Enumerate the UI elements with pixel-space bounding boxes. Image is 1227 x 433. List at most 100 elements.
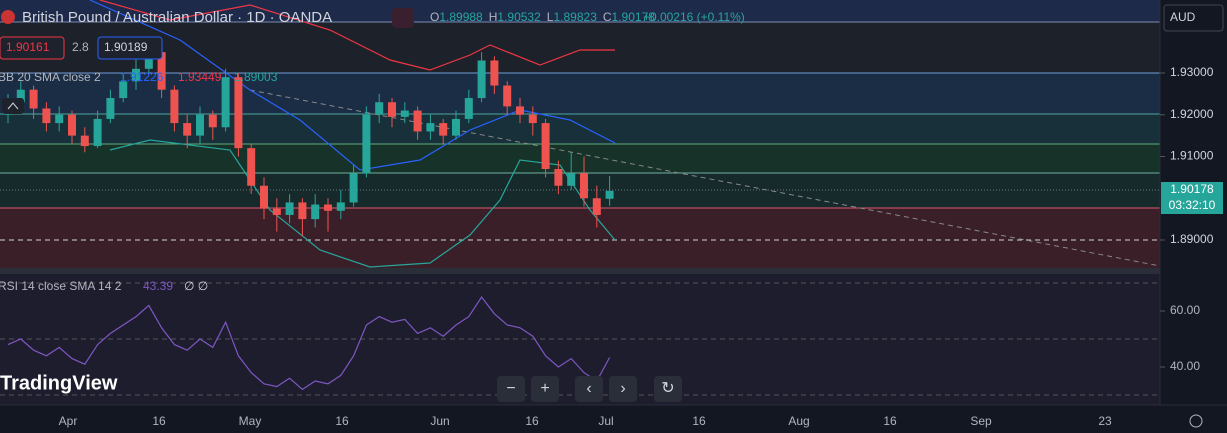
svg-text:↻: ↻	[661, 380, 674, 397]
candle-body	[426, 123, 435, 132]
ohlc-label: C	[603, 10, 612, 24]
date-label: 16	[335, 414, 349, 428]
date-label: Apr	[59, 414, 78, 428]
date-label: Aug	[788, 414, 809, 428]
date-label: Sep	[970, 414, 992, 428]
svg-text:›: ›	[620, 380, 625, 397]
candle-body	[132, 68, 140, 82]
candle-body	[16, 89, 25, 103]
candle-body	[106, 98, 115, 119]
candle-body	[196, 114, 204, 136]
bb-basis: 1.91226	[120, 70, 164, 84]
candle-body	[503, 85, 512, 107]
candles	[4, 39, 614, 236]
spread: 2.8	[72, 40, 89, 54]
candle-body	[260, 185, 268, 209]
candle-body	[413, 110, 422, 132]
candle-body	[464, 98, 473, 119]
bb-label: BB 20 SMA close 2	[0, 70, 101, 84]
candle-body	[490, 60, 499, 86]
ohlc-value: 1.90532	[497, 10, 541, 24]
candle-body	[362, 114, 371, 174]
date-label: 23	[1098, 414, 1112, 428]
ohlc-label: L	[547, 10, 554, 24]
candle-body	[285, 202, 294, 215]
sell-price[interactable]: 1.90161	[6, 40, 50, 54]
candle-body	[170, 89, 179, 124]
bb-lower: 1.89003	[234, 70, 278, 84]
candle-body	[183, 123, 192, 136]
candle-body	[247, 148, 256, 186]
candle-body	[157, 52, 166, 90]
last-price: 1.90178	[1170, 182, 1214, 196]
candle-body	[234, 77, 243, 149]
date-label: Jun	[430, 414, 449, 428]
candle-body	[119, 81, 128, 99]
change: +0.00216 (+0.11%)	[643, 10, 745, 24]
rsi-tick-label: 60.00	[1170, 303, 1200, 317]
trade-badges: 1.90161 2.8 1.90189	[0, 36, 163, 60]
candle-body	[311, 204, 320, 220]
scroll-right[interactable]: ›	[609, 376, 637, 402]
rsi-value: 43.39	[143, 279, 173, 293]
candle-body	[605, 190, 614, 199]
svg-text:+: +	[540, 380, 549, 397]
candle-body	[592, 198, 601, 215]
settings[interactable]	[1189, 414, 1203, 428]
candle-body	[68, 114, 76, 136]
candle-body	[336, 202, 345, 211]
candle-body	[439, 123, 448, 136]
date-label: May	[239, 414, 262, 428]
price-tick-label: 1.93000	[1170, 65, 1214, 79]
candle-body	[144, 52, 153, 69]
candle-body	[541, 123, 550, 170]
symbol-icon	[1, 10, 15, 24]
reset[interactable]: ↻	[654, 376, 682, 402]
candle-body	[272, 208, 281, 215]
bb-upper: 1.93449	[178, 70, 222, 84]
candle-body	[528, 114, 537, 124]
candle-body	[349, 173, 358, 203]
ohlc-value: 1.90178	[612, 10, 656, 24]
ohlc-value: 1.89823	[553, 10, 597, 24]
candle-body	[567, 173, 576, 186]
candle-body	[477, 60, 486, 99]
candle-body	[298, 202, 307, 220]
candle-body	[221, 77, 230, 128]
rsi-extra: ∅ ∅	[184, 279, 208, 293]
currency[interactable]: AUD	[1170, 10, 1196, 24]
symbol-title: British Pound / Australian Dollar · 1D ·…	[22, 9, 332, 26]
scroll-left[interactable]: ‹	[575, 376, 603, 402]
zoom-out[interactable]: −	[497, 376, 525, 402]
svg-text:‹: ‹	[586, 380, 591, 397]
candle-body	[42, 108, 51, 124]
candle-body	[55, 114, 64, 124]
price-tick-label: 1.91000	[1170, 149, 1214, 163]
candle-body	[388, 102, 396, 117]
candle-body	[80, 135, 89, 147]
zoom-in[interactable]: +	[531, 376, 559, 402]
logo[interactable]: TradingView	[0, 372, 118, 394]
candle-body	[452, 118, 460, 136]
date-label: Jul	[598, 414, 613, 428]
candle-body	[324, 204, 332, 211]
candle-body	[580, 173, 588, 199]
date-label: 16	[692, 414, 706, 428]
candle-body	[516, 106, 524, 115]
date-label: 16	[883, 414, 897, 428]
date-label: 16	[152, 414, 166, 428]
bollinger-bands	[89, 0, 616, 268]
candle-body	[375, 102, 384, 115]
candle-body	[93, 118, 102, 147]
candle-body	[554, 169, 563, 186]
countdown: 03:32:10	[1169, 198, 1216, 212]
ohlc-label: O	[430, 10, 439, 24]
rsi-label: RSI 14 close SMA 14 2	[0, 279, 122, 293]
candle-body	[29, 89, 38, 109]
buy-price[interactable]: 1.90189	[104, 40, 148, 54]
candle-body	[400, 110, 409, 117]
ohlc: O1.89988 H1.90532 L1.89823 C1.90178	[430, 10, 655, 24]
